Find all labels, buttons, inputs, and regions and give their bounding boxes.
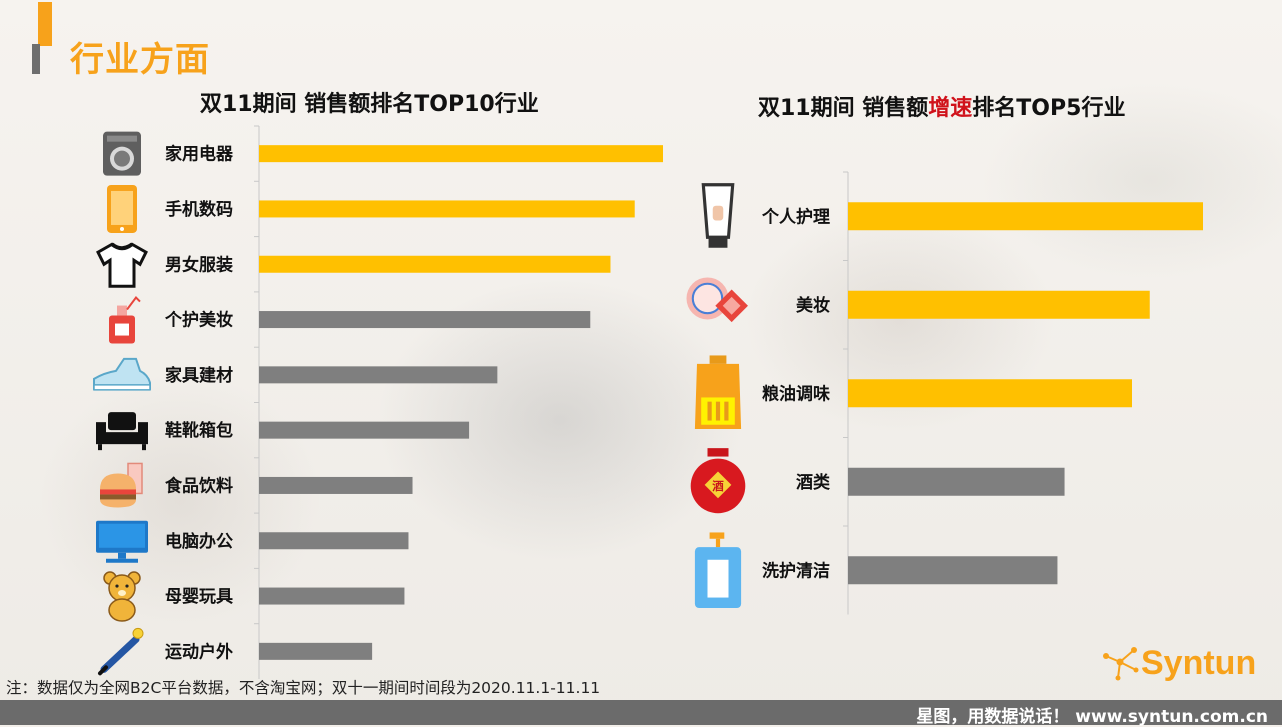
top10-bar [259,145,663,163]
top10-bar [259,200,635,218]
tshirt-icon [96,242,148,288]
top10-bar [259,311,591,329]
top10-bar [259,366,498,384]
top10-bar [259,642,373,660]
top10-category-label: 手机数码 [165,199,233,220]
chart-title-top5-prefix: 双11期间 销售额 [758,96,929,121]
title-accent-bar [38,2,52,46]
syntun-brand-text: Syntun [1141,644,1257,682]
chart-title-top5-highlight: 增速 [928,96,973,121]
smartphone-icon [107,184,137,233]
top10-bar [259,255,611,273]
top5-category-label: 洗护清洁 [762,560,830,581]
chart-title-top10-text: 双11期间 销售额排名TOP10行业 [200,92,539,117]
top10-category-label: 个护美妆 [164,310,233,331]
bottom-bar: 星图，用数据说话！ www.syntun.com.cn [0,700,1282,727]
syntun-logo-icon [1103,647,1139,681]
baseball-bat-icon [98,627,144,676]
top5-category-label: 粮油调味 [762,383,830,404]
top10-category-label: 鞋靴箱包 [165,420,233,441]
pump-bottle-icon [694,532,742,609]
teddy-bear-icon [103,571,141,622]
syntun-logo: Syntun [1098,640,1268,690]
top5-category-label: 酒类 [796,472,831,493]
slogan-text: 星图，用数据说话！ www.syntun.com.cn [916,707,1268,727]
top5-category-label: 个人护理 [761,206,830,227]
top10-category-label: 家具建材 [165,365,233,386]
chart-title-top5-suffix: 排名TOP5行业 [972,96,1126,121]
top10-bar [259,476,413,494]
top5-category-label: 美妆 [796,295,830,316]
lotion-tube-icon [701,183,735,248]
liquor-jar-icon: 酒 [690,448,746,514]
sneaker-icon [93,357,151,391]
top10-category-label: 电脑办公 [165,531,233,552]
washing-machine-icon [103,131,141,176]
top10-category-label: 食品饮料 [165,475,233,496]
compact-mirror-icon [686,277,748,323]
monitor-icon [96,520,148,563]
top5-bar [848,556,1058,585]
title-accent-bar-gray [32,44,40,74]
chart-title-top10: 双11期间 销售额排名TOP10行业 [200,86,539,118]
top10-category-label: 家用电器 [165,144,234,165]
top10-category-label: 男女服装 [165,254,233,275]
top10-bar [259,532,409,550]
top5-bar [848,379,1132,408]
footnote: 注：数据仅为全网B2C平台数据，不含淘宝网；双十一期间时间段为2020.11.1… [6,679,601,697]
oil-bottle-icon [694,355,742,429]
top5-bar [848,202,1203,231]
top10-bar [259,421,470,439]
top10-category-label: 母婴玩具 [165,587,233,607]
top5-bar [848,467,1065,496]
top10-category-label: 运动户外 [165,641,233,662]
sofa-icon [96,412,148,451]
svg-text:酒: 酒 [712,479,724,493]
top10-bar [259,587,405,605]
page-title: 行业方面 [70,40,210,80]
burger-drink-icon [100,462,143,508]
top5-bar [848,290,1150,319]
perfume-icon [109,296,141,344]
chart-title-top5: 双11期间 销售额增速排名TOP5行业 [758,90,1125,122]
